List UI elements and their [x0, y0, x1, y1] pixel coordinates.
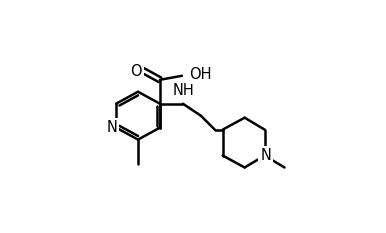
- Text: O: O: [130, 64, 142, 79]
- Text: N: N: [260, 148, 271, 163]
- Text: OH: OH: [189, 67, 212, 82]
- Text: N: N: [106, 120, 117, 135]
- Text: NH: NH: [173, 83, 195, 98]
